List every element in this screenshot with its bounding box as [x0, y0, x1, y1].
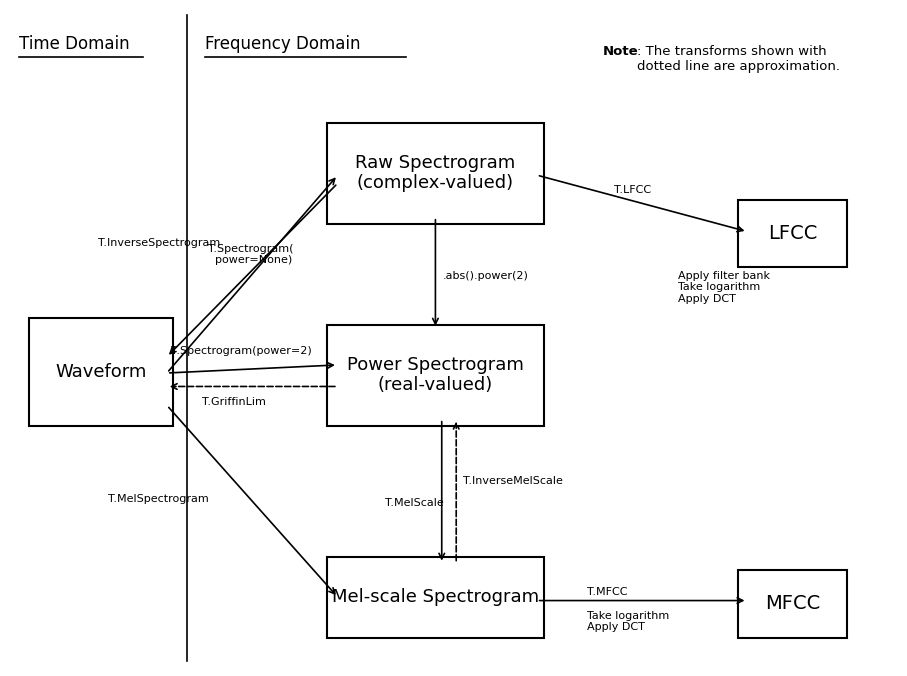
Text: Power Spectrogram
(real-valued): Power Spectrogram (real-valued): [347, 356, 524, 394]
Text: T.InverseMelScale: T.InverseMelScale: [463, 476, 562, 486]
FancyBboxPatch shape: [327, 324, 544, 425]
Text: : The transforms shown with
dotted line are approximation.: : The transforms shown with dotted line …: [637, 45, 840, 73]
Text: Time Domain: Time Domain: [19, 35, 130, 53]
Text: Raw Spectrogram
(complex-valued): Raw Spectrogram (complex-valued): [356, 153, 515, 193]
Text: Waveform: Waveform: [55, 362, 147, 381]
Text: MFCC: MFCC: [765, 594, 820, 613]
Text: LFCC: LFCC: [768, 224, 817, 243]
Text: Take logarithm
Apply DCT: Take logarithm Apply DCT: [588, 610, 669, 632]
Text: T.InverseSpectrogram: T.InverseSpectrogram: [98, 239, 220, 248]
FancyBboxPatch shape: [28, 318, 173, 425]
Text: T.LFCC: T.LFCC: [614, 185, 651, 195]
Text: Frequency Domain: Frequency Domain: [205, 35, 360, 53]
Text: Mel-scale Spectrogram: Mel-scale Spectrogram: [332, 588, 539, 606]
FancyBboxPatch shape: [738, 200, 847, 267]
Text: T.Spectrogram(
  power=None): T.Spectrogram( power=None): [208, 244, 293, 266]
FancyBboxPatch shape: [327, 557, 544, 637]
Text: T.MelSpectrogram: T.MelSpectrogram: [108, 494, 209, 504]
Text: Note: Note: [602, 45, 639, 58]
Text: T.GriffinLim: T.GriffinLim: [202, 397, 266, 407]
Text: T.Spectrogram(power=2): T.Spectrogram(power=2): [171, 346, 312, 356]
FancyBboxPatch shape: [327, 122, 544, 224]
Text: Apply filter bank
Take logarithm
Apply DCT: Apply filter bank Take logarithm Apply D…: [678, 270, 770, 304]
FancyBboxPatch shape: [738, 571, 847, 637]
Text: .abs().power(2): .abs().power(2): [443, 270, 529, 281]
Text: T.MFCC: T.MFCC: [588, 587, 628, 597]
Text: T.MelScale: T.MelScale: [385, 498, 444, 508]
